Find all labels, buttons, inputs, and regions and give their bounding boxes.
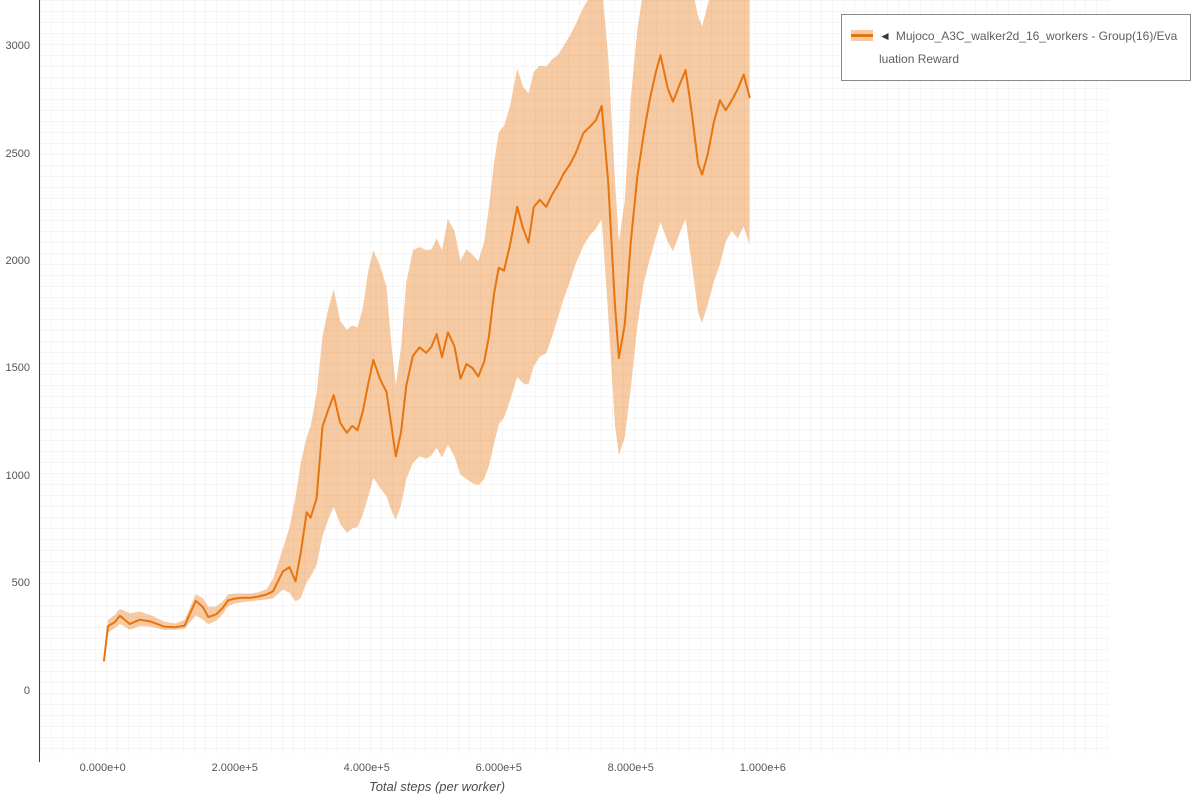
x-tick-label: 8.000e+5 bbox=[607, 762, 654, 774]
legend-box[interactable]: ◄ Mujoco_A3C_walker2d_16_workers - Group(… bbox=[841, 14, 1191, 81]
y-tick-label: 1000 bbox=[5, 469, 30, 482]
x-tick-label: 0.000e+0 bbox=[79, 762, 126, 774]
plot-svg[interactable] bbox=[40, 0, 1110, 755]
x-axis: 0.000e+0 2.000e+5 4.000e+5 6.000e+5 8.000e+5… bbox=[40, 760, 1110, 776]
y-tick-label: 0 bbox=[23, 684, 30, 697]
y-tick-label: 500 bbox=[11, 577, 30, 590]
y-tick-label: 1500 bbox=[5, 362, 30, 375]
legend-swatch-line bbox=[851, 34, 873, 37]
legend-swatch bbox=[851, 30, 873, 41]
x-tick-label: 2.000e+5 bbox=[211, 762, 258, 774]
confidence-band bbox=[104, 0, 750, 664]
grid-background bbox=[40, 0, 1110, 755]
legend-entry[interactable]: ◄ Mujoco_A3C_walker2d_16_workers - Group(… bbox=[879, 25, 1180, 71]
y-axis-line bbox=[39, 0, 40, 762]
x-tick-label: 1.000e+6 bbox=[739, 762, 786, 774]
collapse-arrow-icon[interactable]: ◄ bbox=[879, 29, 891, 43]
legend-label[interactable]: Mujoco_A3C_walker2d_16_workers - Group(1… bbox=[879, 29, 1178, 66]
y-axis: 0 500 1000 1500 2000 2500 3000 bbox=[0, 0, 34, 762]
x-tick-label: 4.000e+5 bbox=[343, 762, 390, 774]
x-tick-label: 6.000e+5 bbox=[475, 762, 522, 774]
x-axis-title: Total steps (per worker) bbox=[368, 779, 506, 794]
mean-line bbox=[103, 54, 751, 662]
y-tick-label: 2500 bbox=[5, 147, 30, 160]
y-tick-label: 2000 bbox=[5, 254, 30, 267]
y-tick-label: 3000 bbox=[5, 40, 30, 53]
